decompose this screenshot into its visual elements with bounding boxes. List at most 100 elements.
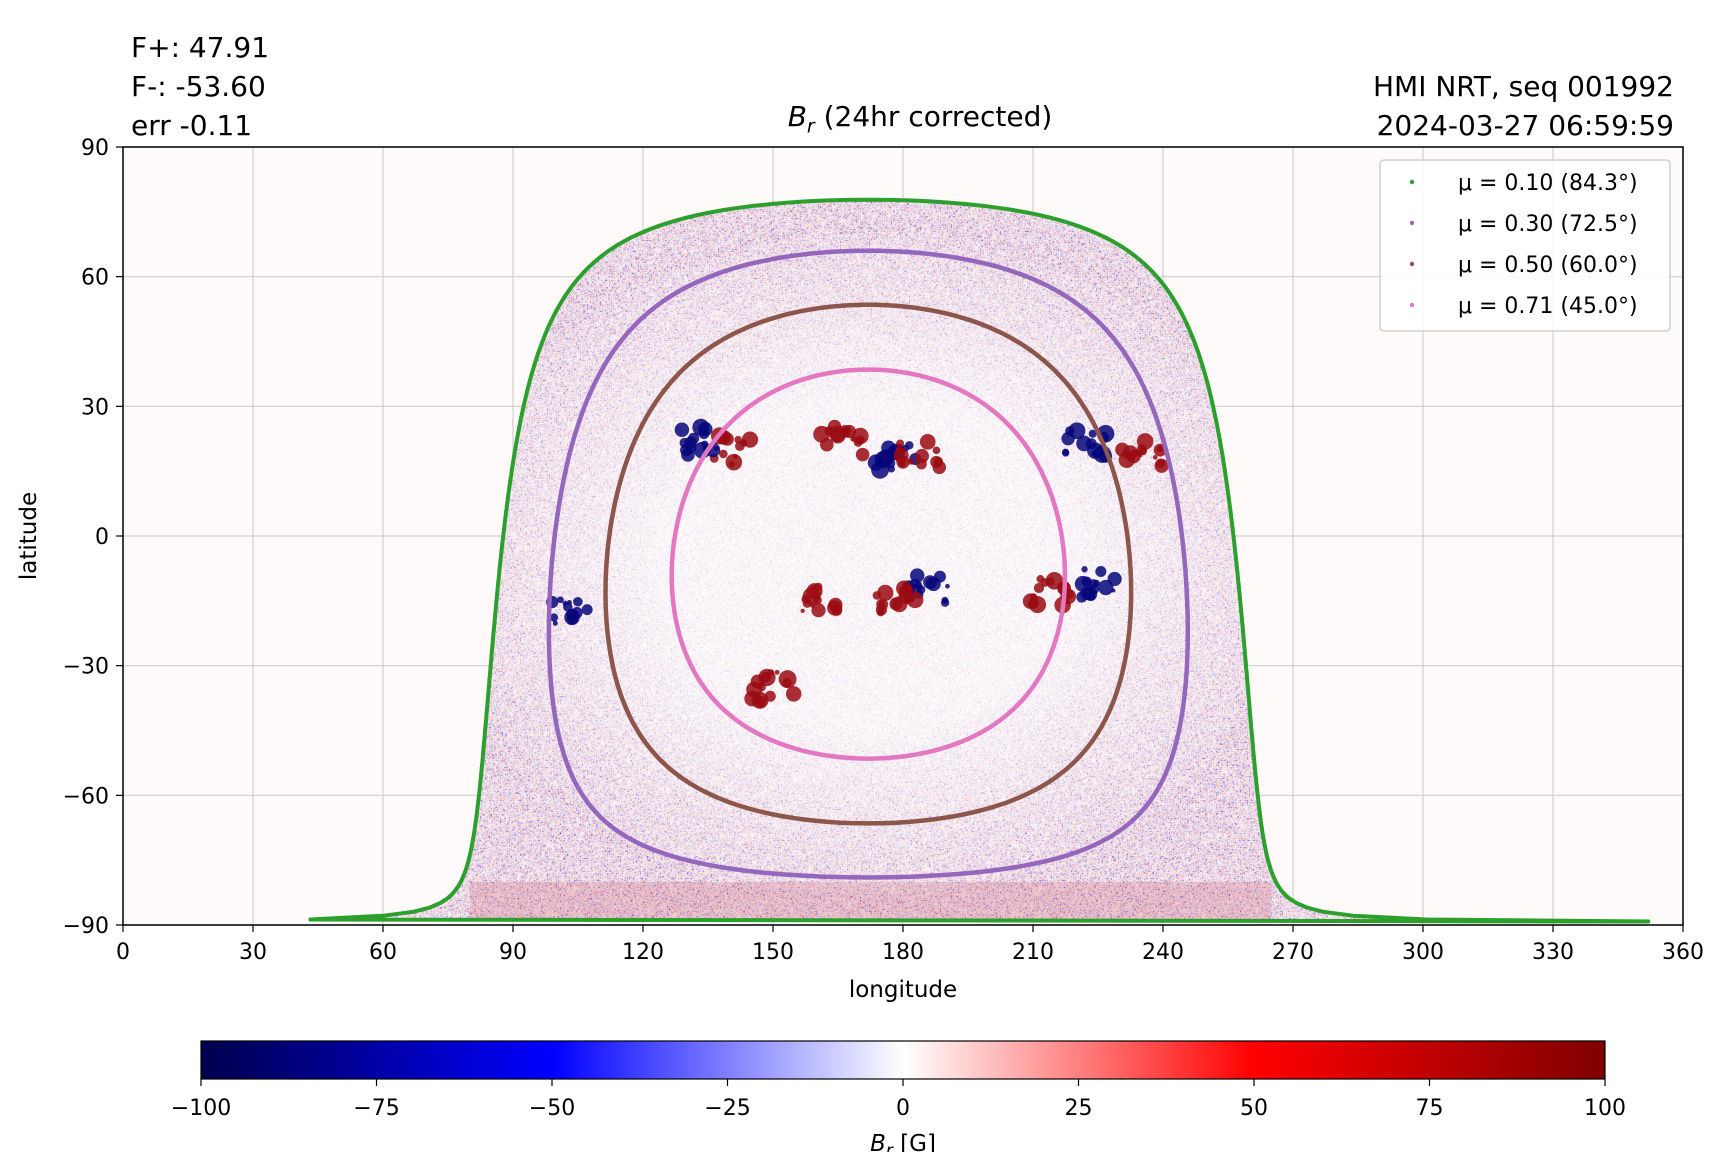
active-region-negative xyxy=(867,440,922,479)
x-tick-label: 60 xyxy=(369,940,397,965)
colorbar-gradient xyxy=(200,1040,1606,1080)
contour-mu-0.71 xyxy=(669,367,1068,761)
y-axis-label: latitude xyxy=(16,492,42,580)
active-region-blob xyxy=(932,460,947,475)
active-region-blob xyxy=(889,597,903,611)
active-region-blob xyxy=(916,458,927,470)
active-region-blob xyxy=(895,445,904,454)
x-tick-label: 270 xyxy=(1272,940,1314,965)
active-region-blob xyxy=(581,604,593,616)
active-region-blob xyxy=(1076,591,1088,603)
active-region-blob xyxy=(573,597,583,607)
active-region-blob xyxy=(1022,593,1039,610)
contour-mu-0.50 xyxy=(603,302,1134,826)
y-tick-label: −90 xyxy=(63,914,109,939)
colorbar-tick-label: −50 xyxy=(529,1096,575,1121)
active-region-blob xyxy=(813,425,831,443)
legend-box xyxy=(1379,159,1671,332)
legend-entry: μ = 0.50 (60.0°) xyxy=(1458,253,1638,278)
active-region-blob xyxy=(800,608,805,614)
colorbar-tick-label: 50 xyxy=(1240,1096,1268,1121)
y-tick-label: −30 xyxy=(63,655,109,680)
active-region-blob xyxy=(552,620,558,626)
active-region-blob xyxy=(774,669,780,675)
active-region-blob xyxy=(1061,449,1070,457)
instrument-label: HMI NRT, seq 001992 xyxy=(1372,70,1674,103)
active-region-blob xyxy=(785,686,802,702)
active-region-negative xyxy=(1061,422,1115,463)
x-tick-label: 150 xyxy=(752,940,794,965)
active-region-blob xyxy=(916,585,926,594)
active-region-blob xyxy=(1095,565,1107,577)
active-region-blob xyxy=(571,613,577,620)
timestamp-label: 2024-03-27 06:59:59 xyxy=(1376,109,1674,142)
active-region-blob xyxy=(1118,451,1135,469)
x-tick-label: 360 xyxy=(1662,940,1704,965)
contour-mu-0.10 xyxy=(308,197,1651,924)
observation-info: HMI NRT, seq 001992 2024-03-27 06:59:59 xyxy=(1373,67,1674,145)
active-region-blob xyxy=(1085,438,1097,450)
x-tick-label: 300 xyxy=(1402,940,1444,965)
flux-positive: F+: 47.91 xyxy=(131,31,270,64)
y-tick-label: 0 xyxy=(95,525,109,550)
x-tick-label: 180 xyxy=(882,940,924,965)
flux-summary: F+: 47.91 F-: -53.60 err -0.11 xyxy=(131,28,269,145)
active-region-blob xyxy=(829,425,846,442)
active-region-blob xyxy=(1088,429,1097,438)
legend: μ = 0.10 (84.3°) μ = 0.30 (72.5°) μ = 0.50… xyxy=(1379,159,1671,332)
active-region-blob xyxy=(1152,455,1158,460)
active-region-blob xyxy=(746,681,763,698)
colorbar: −100 −75 −50 −25 0 25 50 75 100 xyxy=(171,1040,1626,1121)
active-region-blob xyxy=(802,587,821,606)
active-region-blob xyxy=(923,575,937,590)
x-tick-label: 210 xyxy=(1012,940,1054,965)
active-region-blob xyxy=(692,418,710,436)
title-rest: (24hr corrected) xyxy=(814,100,1053,133)
flux-negative: F-: -53.60 xyxy=(131,70,266,103)
y-tick-label: 60 xyxy=(81,266,109,291)
active-region-blob xyxy=(1036,575,1045,583)
active-region-blob xyxy=(874,451,892,469)
legend-entry: μ = 0.71 (45.0°) xyxy=(1458,294,1638,319)
active-region-blob xyxy=(549,613,559,622)
active-region-blob xyxy=(940,598,950,607)
active-region-blob xyxy=(875,604,888,616)
plot-title: Br (24hr corrected) xyxy=(120,100,1720,138)
active-region-blob xyxy=(764,690,776,702)
active-region-blob xyxy=(878,600,886,608)
active-region-blob xyxy=(1081,566,1088,573)
active-region-blob xyxy=(945,583,950,589)
active-region-blob xyxy=(782,678,792,688)
active-region-blob xyxy=(933,570,946,583)
active-region-blob xyxy=(1136,433,1154,450)
active-region-blob xyxy=(728,461,736,468)
x-tick-label: 0 xyxy=(116,940,130,965)
active-region-positive xyxy=(872,580,924,617)
active-region-blob xyxy=(877,584,894,601)
contour-mu-0.30 xyxy=(546,248,1191,880)
active-region-blob xyxy=(719,449,728,459)
x-axis-label: longitude xyxy=(849,977,957,1003)
active-region-blob xyxy=(906,586,914,594)
colorbar-subscript: r xyxy=(886,1141,894,1152)
active-region-blob xyxy=(563,602,573,612)
colorbar-tick-label: 75 xyxy=(1416,1096,1444,1121)
active-region-blob xyxy=(932,446,941,455)
x-tick-label: 330 xyxy=(1532,940,1574,965)
active-region-blob xyxy=(872,591,882,600)
active-region-blob xyxy=(767,669,775,676)
active-region-blob xyxy=(754,695,767,708)
disk-center-fade xyxy=(448,234,1289,895)
active-region-blob xyxy=(1098,579,1114,596)
x-tick-label: 120 xyxy=(622,940,664,965)
title-subscript: r xyxy=(806,115,815,138)
active-region-blob xyxy=(1092,579,1101,587)
legend-marker xyxy=(1409,220,1415,226)
active-region-blob xyxy=(910,568,925,583)
active-region-blob xyxy=(855,447,870,462)
x-tick-label: 90 xyxy=(499,940,527,965)
y-tick-label: −60 xyxy=(63,784,109,809)
active-region-blob xyxy=(919,433,936,450)
legend-marker xyxy=(1409,179,1415,185)
